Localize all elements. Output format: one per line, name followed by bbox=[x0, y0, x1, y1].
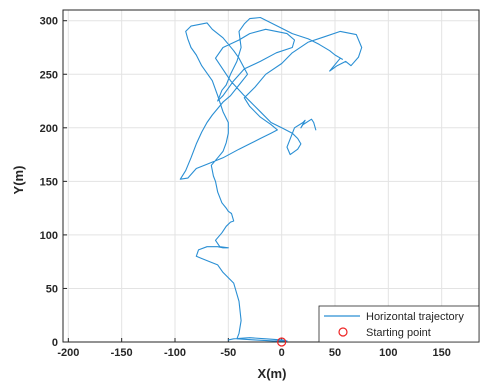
y-tick-label: 0 bbox=[52, 337, 58, 349]
x-tick-label: 100 bbox=[379, 347, 397, 359]
legend-start-label: Starting point bbox=[366, 327, 431, 339]
y-tick-label: 200 bbox=[40, 123, 58, 135]
x-tick-label: -200 bbox=[57, 347, 79, 359]
legend-trajectory-label: Horizontal trajectory bbox=[366, 311, 464, 323]
starting-point-marker bbox=[277, 337, 287, 347]
y-tick-label: 250 bbox=[40, 69, 58, 81]
x-tick-label: -50 bbox=[220, 347, 236, 359]
y-tick-label: 150 bbox=[40, 176, 58, 188]
x-tick-label: -100 bbox=[164, 347, 186, 359]
legend-box bbox=[318, 305, 480, 343]
legend-start-marker bbox=[338, 327, 348, 337]
x-tick-label: 0 bbox=[279, 347, 285, 359]
x-tick-label: 50 bbox=[329, 347, 341, 359]
axis-ticks: -200 -150 -100 -50 0 50 100 150 0 50 100 150 200 250 3… bbox=[40, 16, 451, 359]
grid bbox=[63, 10, 479, 343]
y-tick-label: 50 bbox=[46, 283, 58, 295]
y-tick-label: 300 bbox=[40, 16, 58, 28]
plot-area bbox=[62, 9, 480, 343]
trajectory-line bbox=[179, 16, 363, 342]
y-axis-label: Y(m) bbox=[11, 166, 26, 195]
legend: Horizontal trajectory Starting point bbox=[318, 305, 480, 343]
data-layer bbox=[179, 16, 363, 347]
x-tick-label: -150 bbox=[111, 347, 133, 359]
x-axis-label: X(m) bbox=[258, 366, 287, 381]
y-tick-label: 100 bbox=[40, 230, 58, 242]
x-tick-label: 150 bbox=[432, 347, 450, 359]
